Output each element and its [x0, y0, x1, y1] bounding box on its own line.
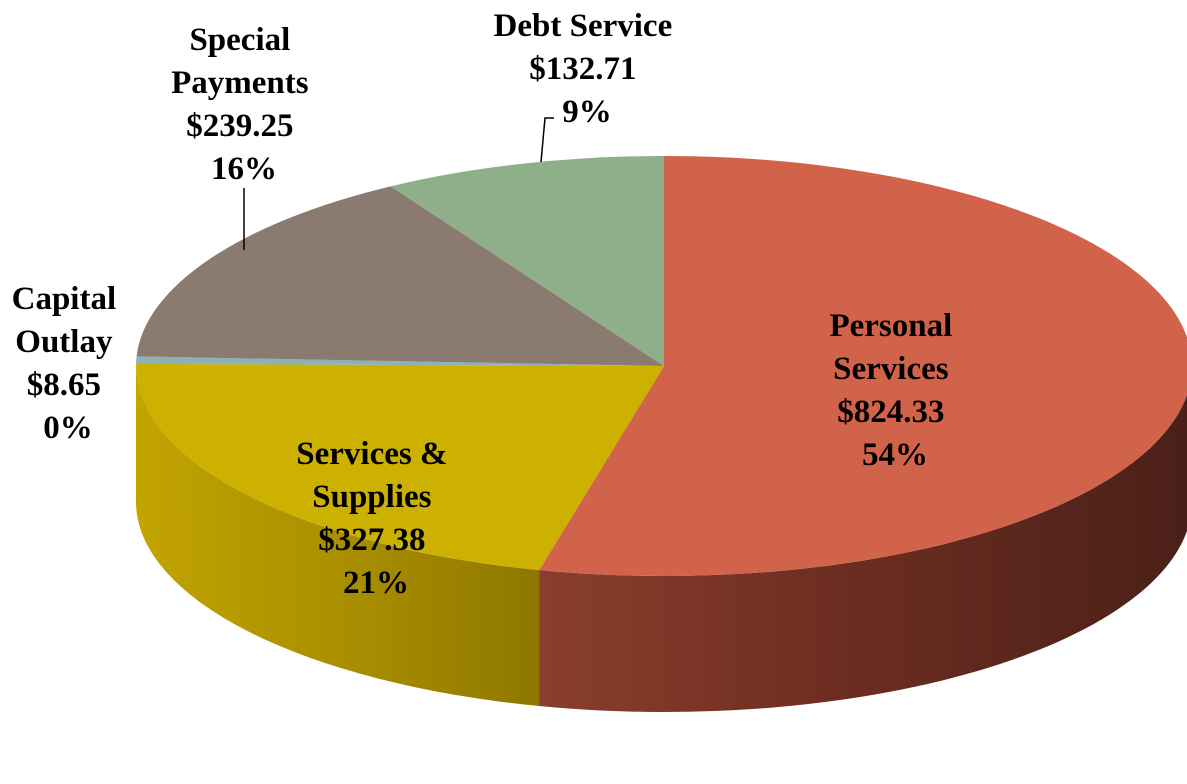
- slice-name-line: Capital: [12, 281, 117, 317]
- slice-label-capital-outlay: Capital Outlay $8.65 0%: [12, 281, 125, 446]
- slice-percent: 54%: [862, 437, 928, 473]
- leader-lines: [243, 117, 554, 250]
- slice-percent: 21%: [343, 565, 409, 601]
- slice-percent: 9%: [562, 94, 612, 130]
- slice-label-special-payments: Special Payments $239.25 16%: [171, 22, 317, 187]
- slice-name-line: Special: [189, 22, 290, 58]
- slice-percent: 0%: [43, 410, 93, 446]
- slice-value: $824.33: [837, 394, 944, 430]
- slice-label-personal-services: Personal Services $824.33 54%: [829, 308, 960, 473]
- slice-name-line: Services: [833, 351, 949, 387]
- slice-name-line: Outlay: [15, 324, 113, 360]
- slice-label-debt-service: Debt Service $132.71 9%: [494, 8, 681, 130]
- pie-side-walls: [136, 366, 1187, 712]
- slice-name-line: Services &: [296, 436, 447, 472]
- pie-side-services-supplies: [136, 366, 540, 707]
- pie-slice-special-payments: [136, 186, 665, 366]
- leader-line-debt-service: [540, 117, 554, 163]
- slice-name-line: Debt Service: [494, 8, 673, 44]
- pie-side-personal-services: [539, 394, 1187, 712]
- pie-slice-personal-services: [539, 156, 1187, 576]
- slice-name-line: Payments: [171, 65, 309, 101]
- pie-slice-capital-outlay: [136, 356, 664, 366]
- slice-name-line: Supplies: [312, 479, 431, 515]
- slice-value: $327.38: [318, 522, 425, 558]
- slice-percent: 16%: [211, 151, 277, 187]
- pie-slice-services-supplies: [136, 363, 664, 571]
- slice-label-services-supplies: Services & Supplies $327.38 21%: [296, 436, 455, 601]
- slice-name-line: Personal: [829, 308, 952, 344]
- pie-top-faces: [136, 156, 1187, 576]
- slice-value: $132.71: [529, 51, 636, 87]
- slice-value: $8.65: [27, 367, 101, 403]
- slice-value: $239.25: [186, 108, 293, 144]
- pie-slice-debt-service: [390, 156, 664, 366]
